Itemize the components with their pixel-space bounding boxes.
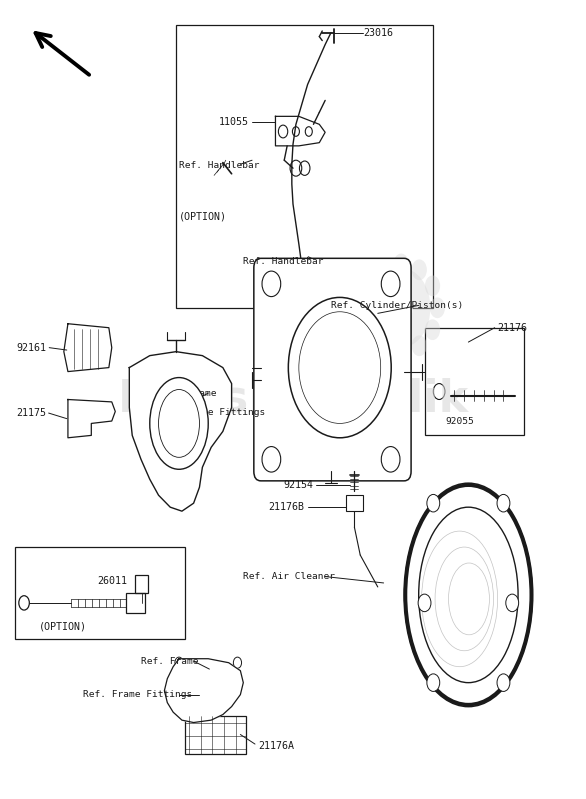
Circle shape	[381, 271, 400, 296]
Text: Ref. Frame Fittings: Ref. Frame Fittings	[156, 407, 265, 417]
Polygon shape	[68, 400, 115, 438]
Circle shape	[381, 447, 400, 472]
Text: Ref. Air Cleaner: Ref. Air Cleaner	[243, 572, 335, 581]
Text: 92161: 92161	[16, 343, 46, 352]
Ellipse shape	[418, 507, 518, 682]
FancyBboxPatch shape	[254, 258, 411, 481]
Text: Ref. Frame: Ref. Frame	[159, 388, 216, 398]
Polygon shape	[130, 352, 231, 511]
Circle shape	[372, 268, 430, 348]
Circle shape	[497, 674, 510, 691]
Circle shape	[418, 594, 431, 612]
Bar	[127, 593, 145, 614]
Circle shape	[362, 320, 377, 340]
Circle shape	[425, 320, 440, 340]
Circle shape	[506, 594, 519, 612]
Text: (OPTION): (OPTION)	[179, 211, 227, 221]
Circle shape	[376, 336, 391, 356]
Text: 11055: 11055	[219, 117, 249, 127]
Circle shape	[427, 674, 440, 691]
Circle shape	[497, 495, 510, 512]
Circle shape	[376, 260, 391, 280]
Text: 21176B: 21176B	[269, 503, 305, 512]
Circle shape	[262, 271, 281, 296]
Circle shape	[262, 447, 281, 472]
Circle shape	[394, 253, 409, 274]
Text: 26011: 26011	[97, 576, 127, 586]
Text: 21176A: 21176A	[258, 741, 294, 752]
Circle shape	[394, 341, 409, 362]
Ellipse shape	[150, 378, 208, 469]
Polygon shape	[64, 324, 112, 372]
Polygon shape	[165, 658, 243, 722]
Circle shape	[430, 297, 445, 318]
Circle shape	[412, 260, 427, 280]
Text: Ref. Handlebar: Ref. Handlebar	[179, 161, 260, 170]
Bar	[424, 328, 524, 435]
Bar	[185, 716, 246, 754]
Text: 92055: 92055	[445, 416, 473, 426]
Circle shape	[425, 276, 440, 296]
Text: Ref. Cylinder/Piston(s): Ref. Cylinder/Piston(s)	[331, 301, 464, 310]
Text: Ref. Frame Fittings: Ref. Frame Fittings	[83, 690, 192, 699]
Text: 21176: 21176	[498, 323, 527, 332]
Bar	[15, 547, 185, 638]
Circle shape	[427, 495, 440, 512]
Text: 92154: 92154	[284, 480, 314, 490]
Text: Ref. Frame: Ref. Frame	[141, 657, 199, 666]
Circle shape	[412, 336, 427, 356]
Circle shape	[357, 297, 373, 318]
Bar	[176, 25, 433, 308]
Text: Ref. Handlebar: Ref. Handlebar	[243, 257, 324, 266]
Text: (OPTION): (OPTION)	[39, 622, 87, 632]
Circle shape	[390, 292, 413, 324]
Bar	[346, 495, 363, 511]
Text: 23016: 23016	[363, 28, 393, 38]
Bar	[135, 575, 148, 593]
Text: 21175: 21175	[16, 408, 46, 418]
Text: PartsRepublik: PartsRepublik	[117, 378, 469, 421]
Circle shape	[288, 297, 391, 438]
Ellipse shape	[404, 483, 533, 706]
Circle shape	[362, 276, 377, 296]
